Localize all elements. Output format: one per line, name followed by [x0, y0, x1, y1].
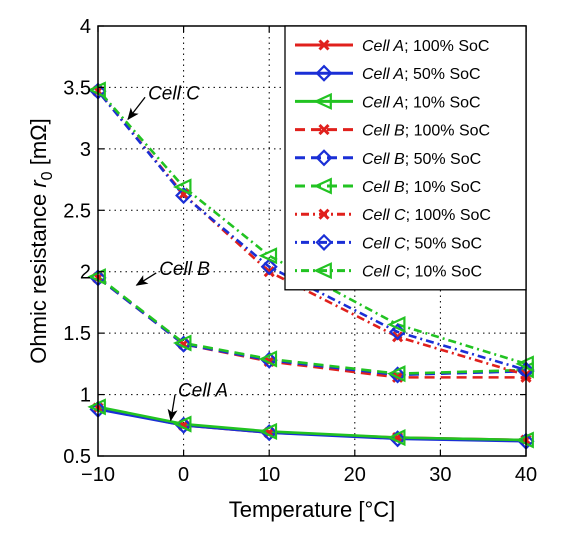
- annotation-label: Cell B: [159, 259, 210, 280]
- y-tick-label: 1.5: [63, 323, 91, 345]
- annotation-layer: Cell C Cell B Cell A: [127, 83, 228, 422]
- legend-label-soc: ; 50% SoC: [406, 235, 482, 252]
- legend-box: [284, 25, 527, 291]
- y-tick-label: 3: [80, 139, 91, 161]
- legend-label-soc: ; 100% SoC: [405, 123, 490, 140]
- data-point: [386, 429, 406, 447]
- annotation-arrow: [167, 394, 178, 422]
- legend-label-soc: ; 10% SoC: [404, 94, 480, 111]
- data-point: [258, 422, 278, 440]
- legend-label-cell: Cell B: [362, 179, 405, 196]
- legend-label-cell: Cell B: [362, 123, 405, 140]
- legend-label: Cell B; 50% SoC: [362, 151, 481, 168]
- legend-label: Cell A; 100% SoC: [362, 38, 489, 55]
- y-tick-label: 1: [80, 385, 91, 407]
- x-axis-label: Temperature [°C]: [229, 497, 396, 522]
- data-point: [172, 415, 192, 433]
- x-tick-label: 40: [515, 464, 537, 486]
- legend-label-soc: ; 100% SoC: [404, 38, 489, 55]
- annotation-label: Cell A: [178, 381, 228, 402]
- legend-swatch-marker: [313, 177, 332, 195]
- data-point: [392, 331, 404, 343]
- legend-swatch-marker: [318, 39, 330, 51]
- legend-label: Cell C; 100% SoC: [362, 207, 491, 224]
- marker-layer: [87, 81, 535, 450]
- legend-swatch-marker: [313, 262, 332, 280]
- legend-label-cell: Cell B: [362, 151, 405, 168]
- legend-label-cell: Cell A: [362, 66, 404, 83]
- legend-label-cell: Cell C: [362, 207, 406, 224]
- data-point: [260, 258, 278, 276]
- legend-label: Cell C; 10% SoC: [362, 264, 482, 281]
- annotation-arrow: [135, 272, 157, 286]
- x-tick-label: 30: [429, 464, 451, 486]
- legend-label-soc: ; 50% SoC: [405, 151, 481, 168]
- legend-label-soc: ; 100% SoC: [406, 207, 491, 224]
- legend-swatch-marker: [318, 208, 330, 220]
- legend-label: Cell B; 10% SoC: [362, 179, 481, 196]
- y-tick-label: 2.5: [63, 200, 91, 222]
- data-point: [258, 350, 278, 368]
- legend-label-cell: Cell A: [362, 38, 404, 55]
- data-point: [263, 266, 275, 278]
- annotation-arrow: [127, 96, 146, 121]
- legend-swatch-marker: [315, 149, 333, 167]
- y-axis-label: Ohmic resistance r0 [mΩ]: [26, 118, 56, 363]
- legend-swatch-marker: [315, 233, 333, 251]
- legend-label-soc: ; 10% SoC: [405, 179, 481, 196]
- series-line: [98, 275, 526, 375]
- legend-label: Cell A; 10% SoC: [362, 94, 481, 111]
- legend-label-cell: Cell C: [362, 235, 406, 252]
- data-point: [172, 334, 192, 352]
- annotation-label: Cell C: [148, 83, 200, 104]
- x-tick-label: 10: [258, 464, 280, 486]
- legend-label: Cell A; 50% SoC: [362, 66, 481, 83]
- series-line: [98, 90, 526, 372]
- y-tick-label: 2: [80, 262, 91, 284]
- legend-label-cell: Cell C: [362, 264, 406, 281]
- legend-swatch-marker: [315, 64, 333, 82]
- legend-label: Cell B; 100% SoC: [362, 123, 490, 140]
- y-tick-label: 3.5: [63, 77, 91, 99]
- y-tick-label: 0.5: [63, 446, 91, 468]
- legend-label-cell: Cell A: [362, 94, 404, 111]
- legend-label-soc: ; 50% SoC: [404, 66, 480, 83]
- x-tick-label: 0: [178, 464, 189, 486]
- legend-swatch-marker: [318, 124, 330, 136]
- data-point: [258, 247, 278, 265]
- y-tick-label: 4: [80, 16, 91, 38]
- legend-label-soc: ; 10% SoC: [406, 264, 482, 281]
- x-tick-label: −10: [81, 464, 115, 486]
- data-point: [386, 316, 406, 334]
- legend-label: Cell C; 50% SoC: [362, 235, 482, 252]
- data-point: [386, 365, 406, 383]
- series-line: [98, 90, 526, 377]
- x-tick-label: 20: [344, 464, 366, 486]
- legend-swatch-marker: [313, 92, 332, 110]
- tick-layer: −10 0 10 20 30 40 0.5 1 1.5 2 2.5 3 3.5 4: [63, 16, 537, 486]
- data-point: [172, 178, 192, 196]
